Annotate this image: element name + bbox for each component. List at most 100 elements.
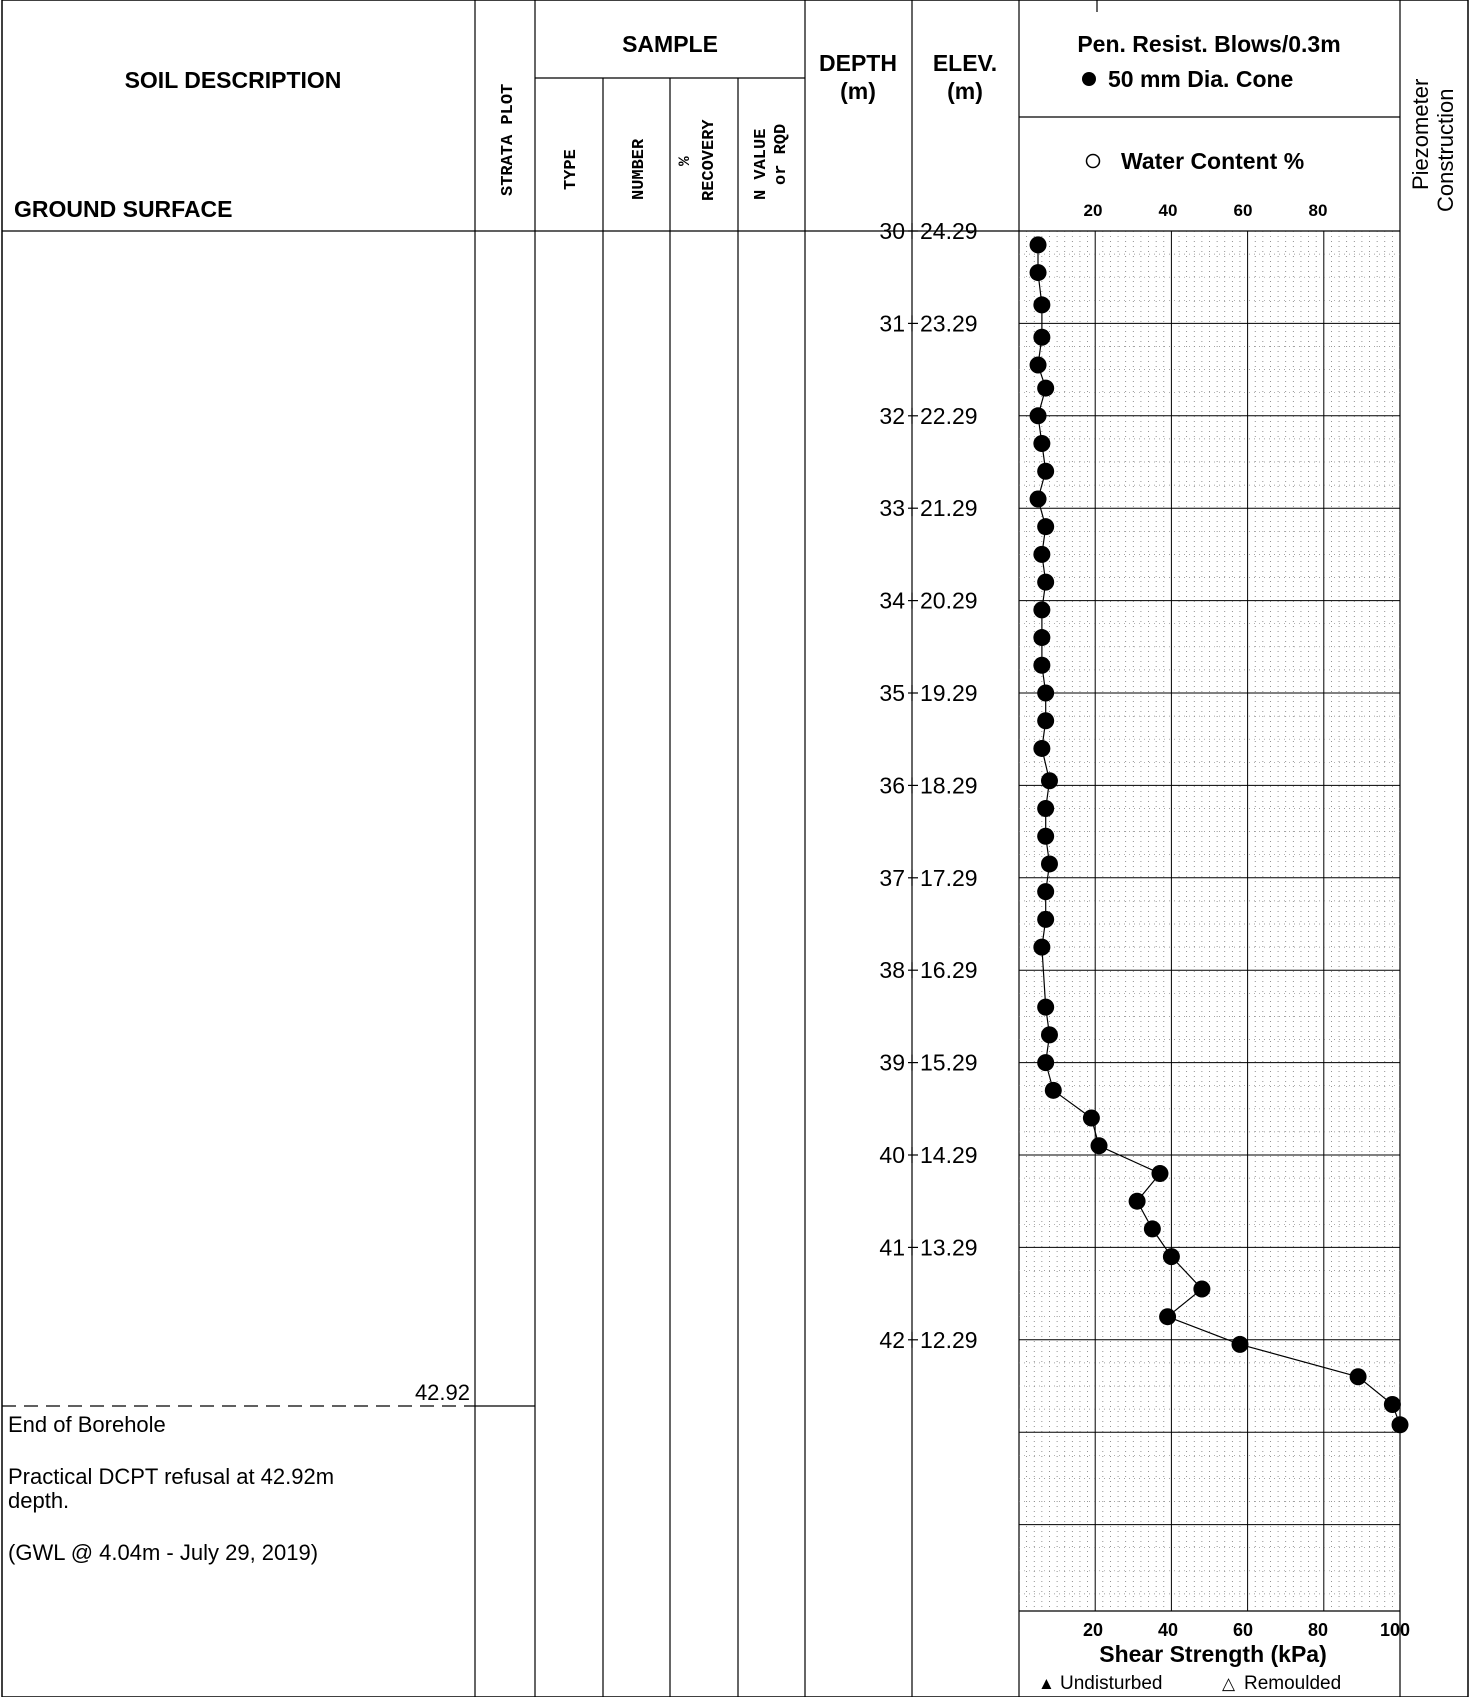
depth-tick-label: 35: [879, 680, 905, 706]
number-header: NUMBER: [630, 138, 649, 200]
remoulded-icon: △: [1222, 1674, 1236, 1693]
depth-tick-label: 37: [879, 865, 905, 891]
depth-tick-label: 40: [879, 1142, 905, 1168]
bottom-ticks: 20 40 60 80 100: [1083, 1620, 1410, 1640]
sample-header: SAMPLE: [622, 31, 718, 57]
elev-tick-label: 13.29: [920, 1234, 978, 1260]
cone-penetration-point: [1037, 910, 1055, 928]
cone-legend: 50 mm Dia. Cone: [1108, 66, 1293, 92]
depth-tick-label: 39: [879, 1050, 905, 1076]
cone-penetration-point: [1029, 236, 1047, 254]
depth-tick-label: 38: [879, 957, 905, 983]
pen-resist-header: Pen. Resist. Blows/0.3m: [1077, 31, 1340, 57]
cone-penetration-point: [1349, 1368, 1367, 1386]
bottom-tick-label: 80: [1308, 1620, 1328, 1640]
elev-unit: (m): [947, 78, 983, 104]
bottom-tick-label: 100: [1380, 1620, 1410, 1640]
elev-tick-label: 17.29: [920, 865, 978, 891]
cone-penetration-point: [1029, 356, 1047, 374]
type-header: TYPE: [562, 149, 581, 190]
elev-tick-label: 14.29: [920, 1142, 978, 1168]
shear-strength-label: Shear Strength (kPa): [1099, 1641, 1327, 1667]
depth-unit: (m): [840, 78, 876, 104]
note-end-of-borehole: End of Borehole: [8, 1412, 166, 1437]
cone-penetration-point: [1090, 1137, 1108, 1155]
bottom-tick-label: 60: [1233, 1620, 1253, 1640]
cone-penetration-point: [1159, 1308, 1177, 1326]
cone-penetration-point: [1029, 490, 1047, 508]
cone-penetration-point: [1037, 998, 1055, 1016]
or-rqd-header: or RQD: [772, 124, 791, 185]
open-circle-legend-icon: [1085, 153, 1101, 169]
elev-tick-label: 16.29: [920, 957, 978, 983]
depth-tick-label: 36: [879, 772, 905, 798]
top-tick-label: 20: [1084, 201, 1103, 220]
undisturbed-label: Undisturbed: [1060, 1673, 1162, 1694]
strata-plot-header: STRATA PLOT: [499, 84, 518, 196]
depth-tick-label: 33: [879, 495, 905, 521]
recovery-header: RECOVERY: [700, 119, 719, 201]
cone-penetration-series: [1029, 236, 1409, 1434]
cone-penetration-point: [1044, 1081, 1062, 1099]
cone-penetration-point: [1040, 772, 1058, 790]
remoulded-label: Remoulded: [1244, 1673, 1341, 1694]
top-tick-label: 60: [1234, 201, 1253, 220]
note-refusal: Practical DCPT refusal at 42.92m: [8, 1464, 334, 1489]
elev-tick-label: 24.29: [920, 218, 978, 244]
cone-penetration-point: [1383, 1395, 1401, 1413]
elev-tick-label: 18.29: [920, 772, 978, 798]
cone-penetration-point: [1033, 435, 1051, 453]
cone-penetration-point: [1033, 938, 1051, 956]
end-depth-label: 42.92: [415, 1380, 470, 1405]
elev-tick-label: 23.29: [920, 310, 978, 336]
cone-penetration-point: [1033, 328, 1051, 346]
ground-surface-label: GROUND SURFACE: [14, 196, 233, 222]
elev-tick-label: 19.29: [920, 680, 978, 706]
undisturbed-icon: ▲: [1038, 1674, 1055, 1693]
cone-penetration-point: [1033, 739, 1051, 757]
depth-tick-label: 34: [879, 588, 905, 614]
cone-penetration-point: [1033, 545, 1051, 563]
depth-header: DEPTH: [819, 50, 897, 76]
cone-penetration-point: [1029, 264, 1047, 282]
cone-penetration-point: [1037, 1054, 1055, 1072]
cone-penetration-point: [1029, 407, 1047, 425]
depth-scale: 30 24.29 31 23.29 32 22.29 33 21.29 34 20.29 35 19.…: [879, 218, 977, 1353]
cone-penetration-point: [1037, 462, 1055, 480]
cone-penetration-point: [1033, 601, 1051, 619]
piezometer-header: Piezometer: [1408, 79, 1433, 190]
elev-tick-label: 22.29: [920, 403, 978, 429]
elev-tick-label: 21.29: [920, 495, 978, 521]
cone-penetration-point: [1037, 518, 1055, 536]
cone-penetration-point: [1162, 1248, 1180, 1266]
elev-tick-label: 12.29: [920, 1327, 978, 1353]
construction-header: Construction: [1433, 88, 1458, 212]
elev-tick-label: 20.29: [920, 588, 978, 614]
plot-grid: [1019, 230, 1400, 1611]
note-gwl: (GWL @ 4.04m - July 29, 2019): [8, 1540, 318, 1565]
cone-penetration-point: [1391, 1416, 1409, 1434]
column-dividers: [474, 0, 1401, 1697]
elev-tick-label: 15.29: [920, 1050, 978, 1076]
depth-tick-label: 32: [879, 403, 905, 429]
cone-penetration-point: [1037, 800, 1055, 817]
cone-penetration-point: [1037, 712, 1055, 730]
notes: End of Borehole Practical DCPT refusal a…: [8, 1412, 334, 1565]
cone-penetration-point: [1040, 855, 1058, 873]
cone-penetration-point: [1033, 629, 1051, 647]
cone-penetration-point: [1193, 1280, 1211, 1298]
top-ticks: 20 40 60 80: [1084, 201, 1328, 220]
recovery-pct-header: %: [676, 156, 694, 166]
cone-penetration-point: [1033, 656, 1051, 674]
cone-penetration-point: [1151, 1164, 1169, 1182]
depth-tick-label: 41: [879, 1234, 905, 1260]
bottom-tick-label: 40: [1158, 1620, 1178, 1640]
top-tick-label: 40: [1159, 201, 1178, 220]
bottom-tick-label: 20: [1083, 1620, 1103, 1640]
cone-penetration-point: [1037, 827, 1055, 845]
cone-penetration-point: [1037, 573, 1055, 591]
water-content-header: Water Content %: [1121, 148, 1304, 174]
depth-tick-label: 30: [879, 218, 905, 244]
